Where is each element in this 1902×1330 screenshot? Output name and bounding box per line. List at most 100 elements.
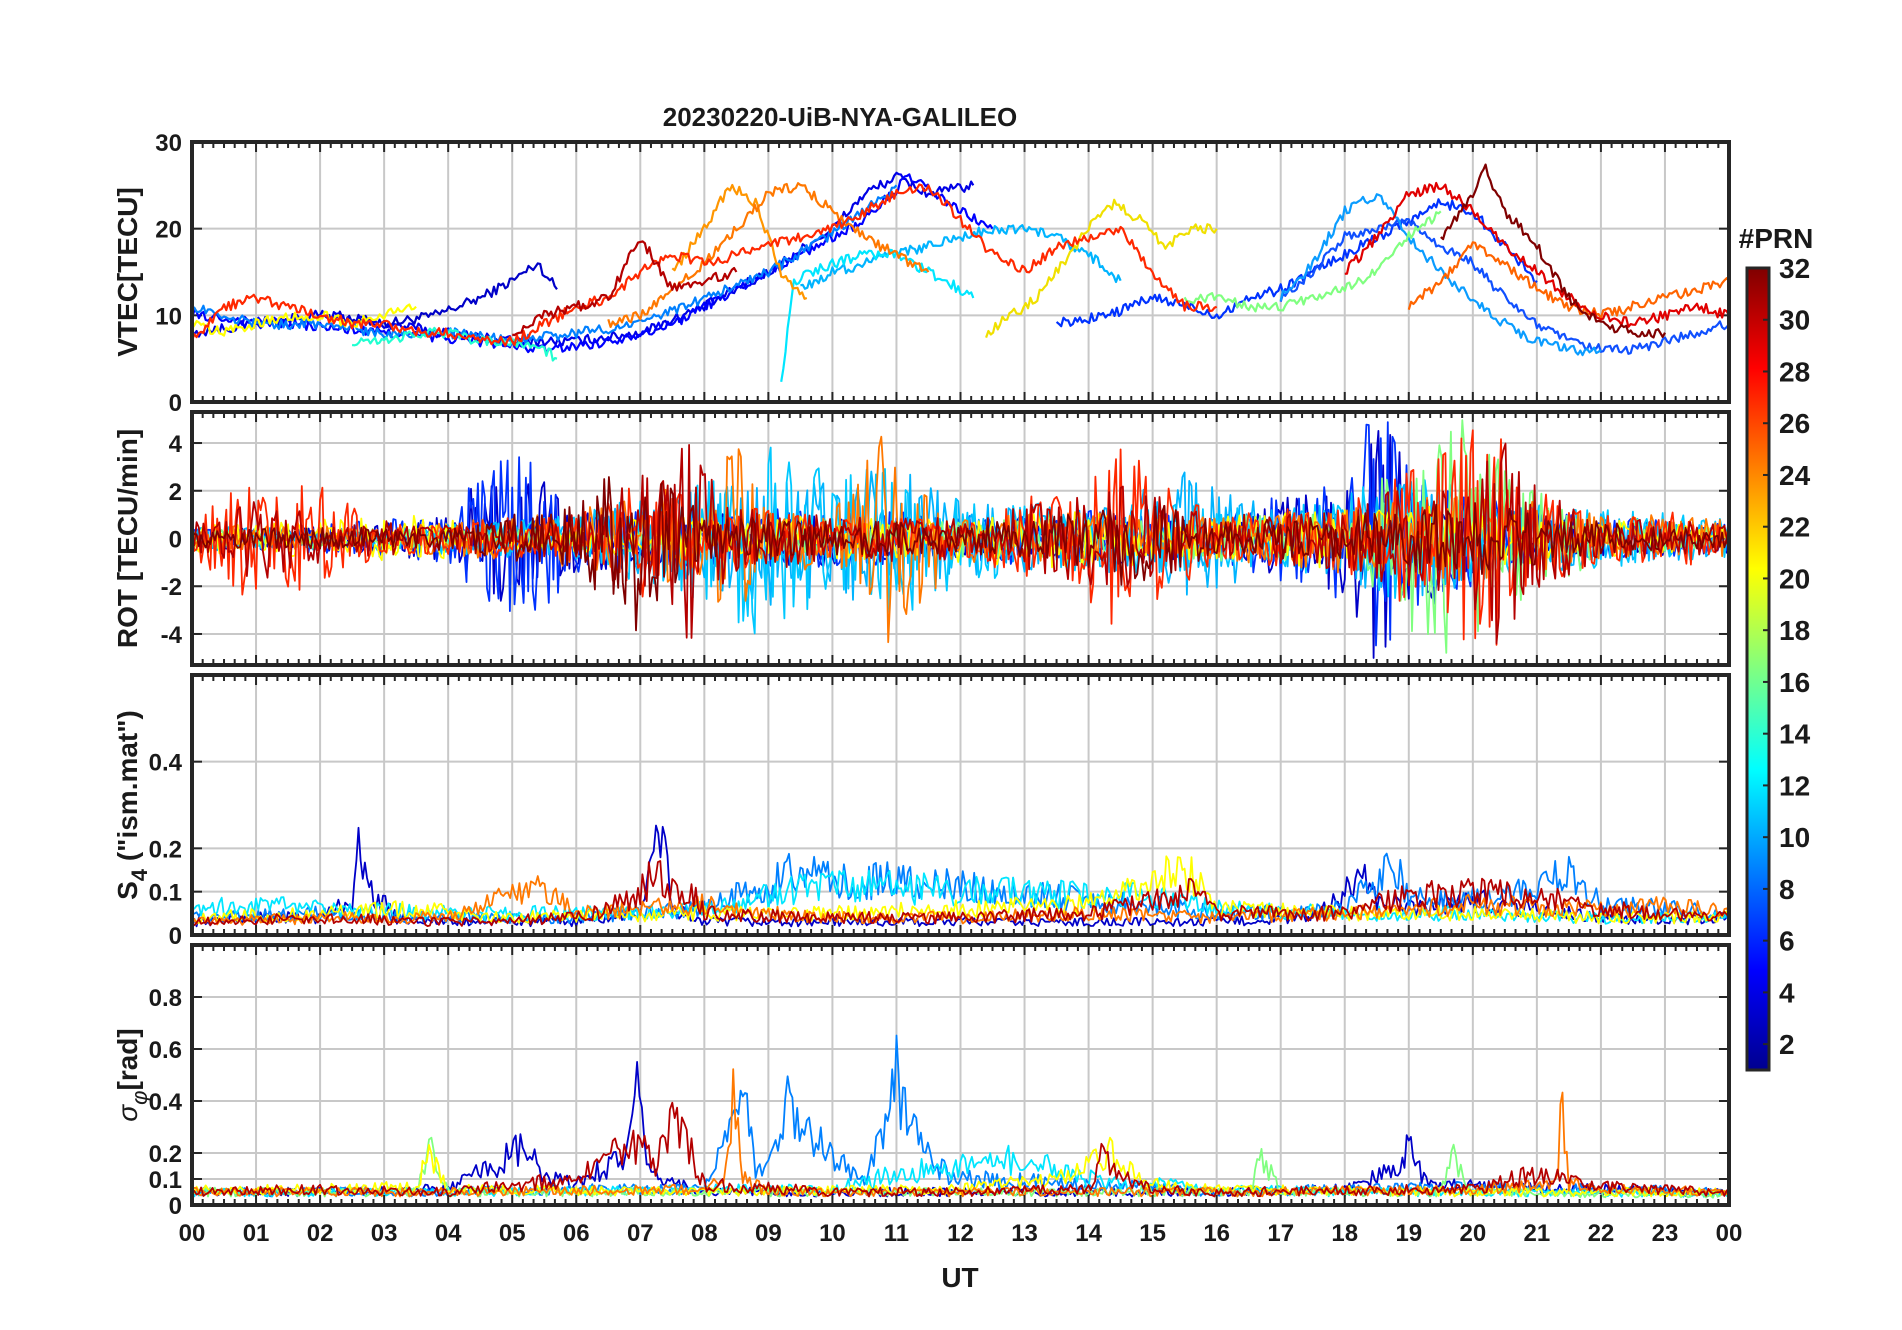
colorbar-tick-label: 26 [1779, 408, 1810, 439]
series-line-prn-6 [1279, 218, 1729, 355]
series-group [192, 419, 1729, 659]
x-tick-label: 06 [563, 1220, 590, 1247]
x-tick-label: 16 [1203, 1220, 1230, 1247]
y-tick-label: 2 [169, 479, 182, 506]
colorbar-tick-label: 22 [1779, 512, 1810, 543]
series-line-prn-20 [192, 1136, 1729, 1198]
series-line-prn-30 [192, 860, 1729, 928]
x-axis-label: UT [941, 1262, 978, 1293]
panel-rot: -4 -2 0 2 4 ROT [TECU/min] [112, 410, 1731, 667]
series-line-prn-32 [1440, 163, 1666, 339]
x-tick-label: 02 [307, 1220, 334, 1247]
x-axis: 00 01 02 03 04 05 06 07 08 09 10 11 12 13 14 15 16 17 18 19… [179, 1220, 1743, 1247]
y-tick-label: -2 [161, 574, 182, 601]
x-tick-label: 13 [1011, 1220, 1038, 1247]
colorbar-tick-label: 14 [1779, 719, 1811, 750]
colorbar-tick-label: 28 [1779, 356, 1810, 387]
x-tick-label: 12 [947, 1220, 974, 1247]
x-tick-label: 10 [819, 1220, 846, 1247]
colorbar-tick-label: 2 [1779, 1029, 1795, 1060]
series-line-prn-24 [607, 182, 930, 328]
y-axis-label: VTEC[TECU] [112, 187, 143, 357]
x-tick-label: 09 [755, 1220, 782, 1247]
y-axis-label-main: σ [112, 1104, 143, 1122]
colorbar-tick-label: 6 [1779, 926, 1795, 957]
colorbar-tick-label: 16 [1779, 667, 1810, 698]
y-tick-label: 0.4 [149, 1089, 183, 1116]
panel-s4: 00.10.20.4S4 ("ism.mat") [112, 673, 1731, 950]
y-axis-label-main: S [112, 881, 143, 900]
x-tick-label: 05 [499, 1220, 526, 1247]
y-tick-label: 0 [169, 923, 182, 950]
y-tick-label: 0.1 [149, 1167, 182, 1194]
y-axis-label-suffix: [rad] [112, 1028, 143, 1090]
series-group [192, 1034, 1729, 1199]
y-tick-label: 4 [169, 431, 183, 458]
series-line-prn-27 [192, 183, 1218, 347]
x-tick-label: 11 [884, 1220, 909, 1247]
y-axis-label: S4 ("ism.mat") [112, 710, 152, 900]
x-tick-label: 14 [1075, 1220, 1102, 1247]
series-line-prn-14 [351, 326, 558, 362]
series-line-prn-2 [332, 262, 558, 329]
x-tick-label: 03 [371, 1220, 398, 1247]
series-line-prn-30 [512, 240, 738, 337]
panel-frame [190, 943, 1731, 1207]
series-line-prn-23 [671, 183, 808, 300]
colorbar-gradient [1747, 268, 1769, 1070]
colorbar-frame [1745, 266, 1771, 1072]
y-axis-label: ROT [TECU/min] [112, 429, 143, 648]
series-line-prn-9 [1279, 193, 1602, 357]
y-tick-label: 30 [155, 130, 182, 157]
y-tick-label: 20 [155, 217, 182, 244]
colorbar-tick-label: 24 [1779, 460, 1811, 491]
colorbar-tick-label: 8 [1779, 874, 1795, 905]
panel-frame [190, 410, 1731, 667]
series-group [192, 824, 1729, 928]
y-axis-label-suffix: ("ism.mat") [112, 710, 143, 869]
series-group [192, 163, 1729, 382]
y-tick-label: 0 [169, 527, 182, 554]
series-line-prn-21 [985, 198, 1218, 338]
colorbar-tick-label: 10 [1779, 822, 1810, 853]
y-tick-label: 0 [169, 390, 182, 417]
panel-frame [190, 673, 1731, 937]
y-tick-label: 0.2 [149, 1141, 182, 1168]
chart-title: 20230220-UiB-NYA-GALILEO [663, 102, 1018, 132]
series-line-prn-17 [1183, 210, 1442, 313]
x-tick-label: 19 [1395, 1220, 1422, 1247]
y-tick-label: 0.1 [149, 880, 182, 907]
series-line-prn-20 [192, 855, 1729, 925]
y-tick-label: 0.6 [149, 1037, 182, 1064]
x-tick-label: 04 [435, 1220, 462, 1247]
y-tick-label: 0.8 [149, 985, 182, 1012]
colorbar-tick-label: 30 [1779, 305, 1810, 336]
x-tick-label: 18 [1331, 1220, 1358, 1247]
series-line-prn-20 [192, 303, 417, 337]
x-tick-label: 21 [1524, 1220, 1551, 1247]
series-line-prn-29 [1344, 181, 1729, 328]
series-line-prn-12 [780, 248, 975, 382]
y-tick-label: 10 [155, 303, 182, 330]
y-tick-label: 0.4 [149, 750, 183, 777]
x-tick-label: 23 [1652, 1220, 1679, 1247]
x-tick-label: 08 [691, 1220, 718, 1247]
colorbar-tick-label: 32 [1779, 253, 1810, 284]
x-tick-label: 00 [1716, 1220, 1743, 1247]
colorbar-tick-label: 20 [1779, 563, 1810, 594]
x-tick-label: 07 [627, 1220, 654, 1247]
panels: 0 10 20 30 VTEC[TECU] -4 -2 0 2 4 ROT [TECU/min] 0 0… [112, 130, 1731, 1220]
y-tick-label: -4 [161, 622, 183, 649]
x-tick-label: 17 [1267, 1220, 1294, 1247]
y-axis-label-sub: φ [127, 1090, 152, 1104]
y-axis-label-sub: 4 [127, 868, 152, 881]
colorbar-tick-label: 12 [1779, 770, 1810, 801]
colorbar-tick-label: 4 [1779, 977, 1795, 1008]
series-line-prn-32 [192, 476, 1729, 632]
x-tick-label: 20 [1459, 1220, 1486, 1247]
colorbar-tick-label: 18 [1779, 615, 1810, 646]
colorbar-label: #PRN [1739, 223, 1814, 254]
x-tick-label: 15 [1139, 1220, 1166, 1247]
